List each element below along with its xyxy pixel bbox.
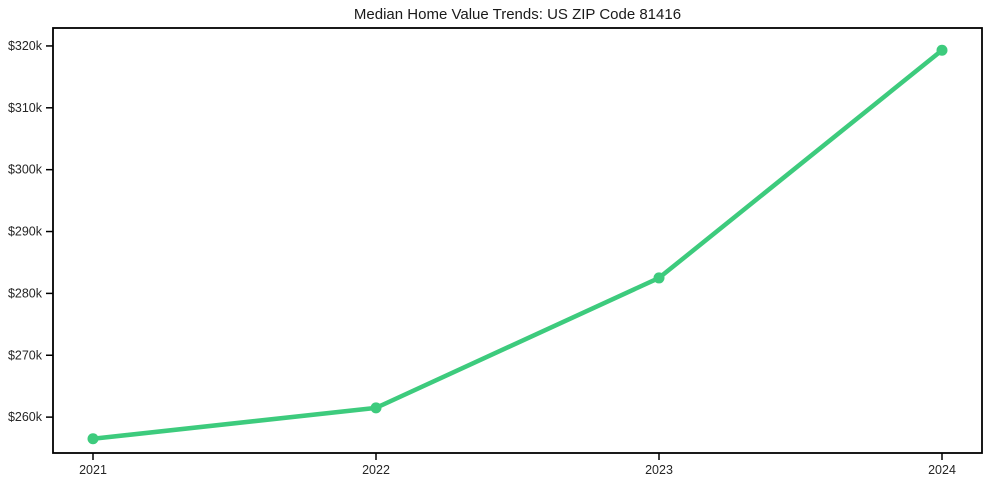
x-tick-label: 2022 [362,463,390,477]
x-tick-label: 2023 [645,463,673,477]
chart-title: Median Home Value Trends: US ZIP Code 81… [353,6,682,23]
y-tick-label: $320k [8,39,43,53]
y-tick-label: $260k [8,410,43,424]
data-point [936,44,948,56]
data-line [90,48,945,442]
plot-frame [52,27,983,454]
data-point [370,402,382,414]
y-tick-label: $280k [8,286,43,300]
x-tick-label: 2021 [79,463,107,477]
y-tick-label: $290k [8,225,43,239]
data-point [87,433,99,445]
y-tick-label: $300k [8,163,43,177]
x-tick-label: 2024 [928,463,956,477]
y-tick-label: $310k [8,101,43,115]
data-point [653,272,665,284]
y-tick-label: $270k [8,348,43,362]
